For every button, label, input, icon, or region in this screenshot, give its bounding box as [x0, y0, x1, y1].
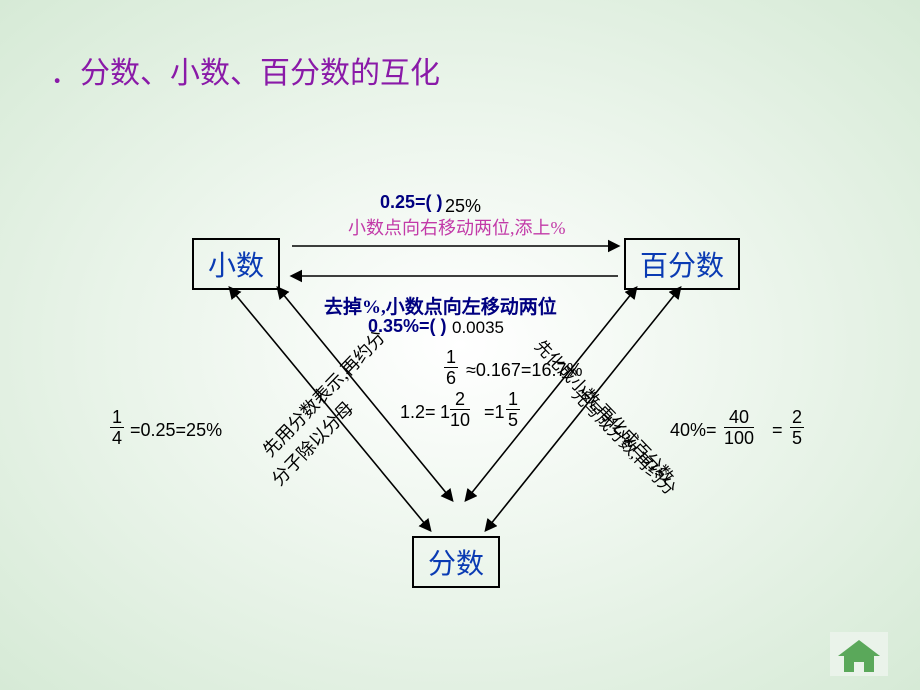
slide: ．分数、小数、百分数的互化 小数 百分数 分数 0.25=( ) 25% 小数点… — [0, 0, 920, 690]
frac-num: 1 — [110, 408, 124, 428]
frac-den: 5 — [506, 410, 520, 429]
right-frac-2-5: 2 5 — [790, 408, 804, 447]
bot-rule: 去掉%,小数点向左移动两位 — [324, 292, 557, 319]
center-line1: ≈0.167=16.7% — [466, 360, 582, 381]
center-line2-b: 1 — [440, 402, 450, 423]
bot-ans: 0.0035 — [452, 318, 504, 338]
frac-den: 100 — [724, 428, 754, 447]
node-decimal: 小数 — [192, 238, 280, 290]
center-line2-c: =1 — [484, 402, 505, 423]
frac-den: 4 — [110, 428, 124, 447]
right-expr-eq: = — [772, 420, 783, 441]
frac-den: 5 — [790, 428, 804, 447]
center-line2-a: 1.2= — [400, 402, 436, 423]
left-expr: =0.25=25% — [130, 420, 222, 441]
frac-num: 2 — [790, 408, 804, 428]
top-rule: 小数点向右移动两位,添上% — [348, 214, 566, 240]
frac-num: 40 — [724, 408, 754, 428]
frac-den: 10 — [450, 410, 470, 429]
left-frac-1-4: 1 4 — [110, 408, 124, 447]
diag-right-down: 先写成分数,再约分 — [567, 381, 682, 499]
center-frac-1-5: 1 5 — [506, 390, 520, 429]
right-frac-40-100: 40 100 — [724, 408, 754, 447]
frac-num: 1 — [506, 390, 520, 410]
frac-num: 2 — [450, 390, 470, 410]
page-title: ．分数、小数、百分数的互化 — [50, 48, 440, 92]
node-fraction: 分数 — [412, 536, 500, 588]
top-eq: 0.25=( ) — [380, 192, 443, 213]
home-icon[interactable] — [830, 632, 888, 676]
node-percent: 百分数 — [624, 238, 740, 290]
frac-den: 6 — [444, 368, 458, 387]
frac-num: 1 — [444, 348, 458, 368]
center-frac-1-6: 1 6 — [444, 348, 458, 387]
right-expr-a: 40%= — [670, 420, 717, 441]
center-frac-2-10: 2 10 — [450, 390, 470, 429]
